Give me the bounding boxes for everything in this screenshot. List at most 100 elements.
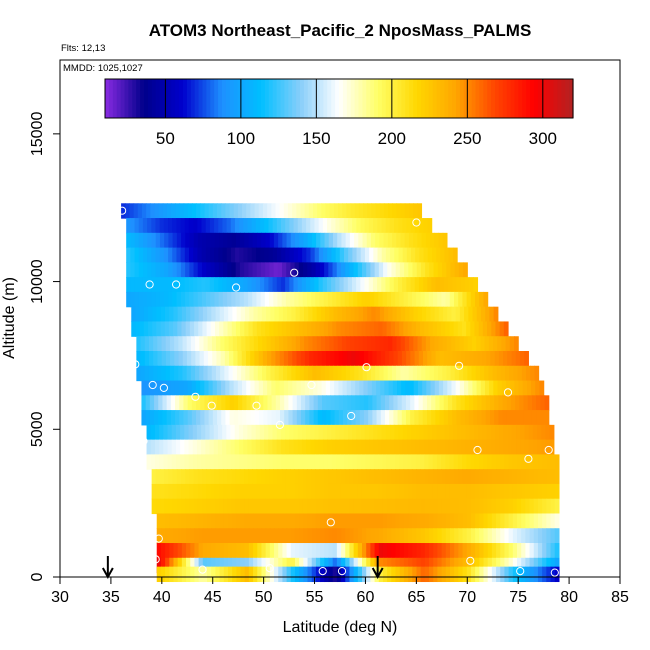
heatmap-cell-r19-c46 xyxy=(344,483,350,500)
heatmap-cell-r25-c55 xyxy=(387,566,392,583)
heatmap-cell-r9-c24 xyxy=(237,336,242,352)
heatmap-cell-r21-c6 xyxy=(181,513,187,529)
heatmap-cell-r4-c42 xyxy=(303,262,308,278)
heatmap-cell-r16-c37 xyxy=(301,439,307,455)
heatmap-cell-r24-c58 xyxy=(399,557,405,574)
heatmap-cell-r18-c5 xyxy=(172,469,178,485)
heatmap-cell-r6-c50 xyxy=(336,291,342,308)
heatmap-cell-r24-c65 xyxy=(429,557,434,574)
heatmap-cell-r1-c27 xyxy=(239,218,244,234)
heatmap-cell-r9-c17 xyxy=(207,336,213,352)
heatmap-cell-r22-c3 xyxy=(169,528,175,544)
heatmap-cell-r18-c71 xyxy=(449,469,455,485)
heatmap-cell-r15-c1 xyxy=(150,424,156,441)
heatmap-cell-r15-c74 xyxy=(457,424,463,441)
heatmap-cell-r21-c50 xyxy=(366,513,371,529)
heatmap-cell-r11-c69 xyxy=(425,365,431,382)
heatmap-cell-r11-c45 xyxy=(324,365,330,382)
heatmap-cell-r17-c72 xyxy=(449,454,455,470)
heatmap-cell-r4-c20 xyxy=(210,262,216,278)
heatmap-cell-r22-c71 xyxy=(454,528,459,544)
heatmap-cell-r8-c66 xyxy=(407,321,413,337)
heatmap-cell-r9-c71 xyxy=(434,336,440,352)
heatmap-cell-r9-c78 xyxy=(463,336,469,352)
colorbar-segment-90 xyxy=(456,79,461,118)
colorbar-segment-93 xyxy=(467,79,473,118)
heatmap-cell-r25-c34 xyxy=(299,566,304,583)
heatmap-cell-r25-c28 xyxy=(274,566,279,583)
heatmap-cell-r2-c70 xyxy=(421,232,427,249)
colorbar-segment-51 xyxy=(303,79,309,118)
heatmap-cell-r11-c42 xyxy=(312,365,318,382)
heatmap-cell-r3-c12 xyxy=(176,247,182,263)
heatmap-cell-r25-c24 xyxy=(257,566,263,583)
heatmap-cell-r23-c44 xyxy=(341,543,346,559)
heatmap-cell-r22-c41 xyxy=(328,528,334,544)
heatmap-cell-r3-c52 xyxy=(344,247,349,263)
heatmap-cell-r20-c49 xyxy=(357,498,363,515)
heatmap-cell-r11-c40 xyxy=(303,365,309,382)
heatmap-cell-r4-c3 xyxy=(138,262,144,278)
heatmap-cell-r2-c63 xyxy=(392,232,397,249)
heatmap-cell-r25-c50 xyxy=(366,566,371,583)
heatmap-cell-r18-c1 xyxy=(155,469,161,485)
heatmap-cell-r23-c51 xyxy=(370,543,376,559)
heatmap-cell-r12-c21 xyxy=(229,380,235,396)
heatmap-cell-r20-c38 xyxy=(311,498,316,515)
heatmap-cell-r18-c82 xyxy=(495,469,501,485)
heatmap-cell-r6-c7 xyxy=(155,291,161,308)
heatmap-cell-r4-c2 xyxy=(134,262,140,278)
heatmap-cell-r6-c2 xyxy=(134,291,140,308)
heatmap-cell-r12-c43 xyxy=(321,380,327,396)
heatmap-cell-r19-c26 xyxy=(260,483,266,500)
heatmap-cell-r25-c10 xyxy=(198,566,204,583)
heatmap-cell-r3-c30 xyxy=(251,247,257,263)
heatmap-cell-r18-c70 xyxy=(445,469,451,485)
heatmap-cell-r17-c67 xyxy=(428,454,434,470)
x-tick-label-2: 40 xyxy=(153,589,171,606)
heatmap-cell-r2-c54 xyxy=(354,232,359,249)
heatmap-cell-r24-c7 xyxy=(186,557,191,574)
heatmap-cell-r10-c55 xyxy=(368,351,374,367)
heatmap-cell-r9-c50 xyxy=(346,336,351,352)
heatmap-cell-r22-c81 xyxy=(496,528,501,544)
heatmap-cell-r16-c7 xyxy=(175,439,181,455)
heatmap-cell-r14-c9 xyxy=(179,410,185,426)
heatmap-cell-r25-c0 xyxy=(156,566,162,583)
heatmap-cell-r15-c45 xyxy=(335,424,341,441)
heatmap-cell-r9-c3 xyxy=(148,336,154,352)
heatmap-cell-r23-c71 xyxy=(454,543,459,559)
heatmap-cell-r15-c82 xyxy=(490,424,496,441)
heatmap-cell-r10-c49 xyxy=(342,351,348,367)
heatmap-cell-r13-c44 xyxy=(326,395,331,411)
heatmap-cell-r25-c73 xyxy=(462,566,468,583)
heatmap-cell-r10-c8 xyxy=(170,351,175,367)
heatmap-cell-r7-c22 xyxy=(223,306,229,323)
heatmap-cell-r9-c33 xyxy=(274,336,280,352)
heatmap-cell-r8-c79 xyxy=(461,321,467,337)
heatmap-cell-r6-c78 xyxy=(454,291,459,308)
heatmap-cell-r20-c94 xyxy=(546,498,552,515)
heatmap-cell-r12-c39 xyxy=(304,380,310,396)
heatmap-cell-r12-c70 xyxy=(434,380,440,396)
heatmap-cell-r2-c36 xyxy=(278,232,283,249)
colorbar-segment-29 xyxy=(218,79,223,118)
heatmap-cell-r14-c14 xyxy=(200,410,206,426)
heatmap-cell-r11-c25 xyxy=(241,365,246,382)
heatmap-cell-r11-c53 xyxy=(358,365,364,382)
heatmap-cell-r4-c25 xyxy=(231,262,237,278)
heatmap-cell-r21-c15 xyxy=(219,513,225,529)
heatmap-cell-r10-c72 xyxy=(439,351,445,367)
heatmap-cell-r9-c58 xyxy=(379,336,385,352)
heatmap-cell-r18-c78 xyxy=(479,469,484,485)
heatmap-cell-r13-c86 xyxy=(502,395,508,411)
heatmap-cell-r21-c16 xyxy=(223,513,229,529)
heatmap-cell-r4-c72 xyxy=(429,262,435,278)
heatmap-cell-r19-c79 xyxy=(483,483,489,500)
heatmap-cell-r5-c47 xyxy=(322,277,328,293)
heatmap-cell-r15-c14 xyxy=(205,424,211,441)
heatmap-cell-r12-c49 xyxy=(346,380,352,396)
colorbar-segment-49 xyxy=(296,79,301,118)
heatmap-cell-r4-c49 xyxy=(332,262,338,278)
heatmap-cell-r1-c57 xyxy=(364,218,370,234)
